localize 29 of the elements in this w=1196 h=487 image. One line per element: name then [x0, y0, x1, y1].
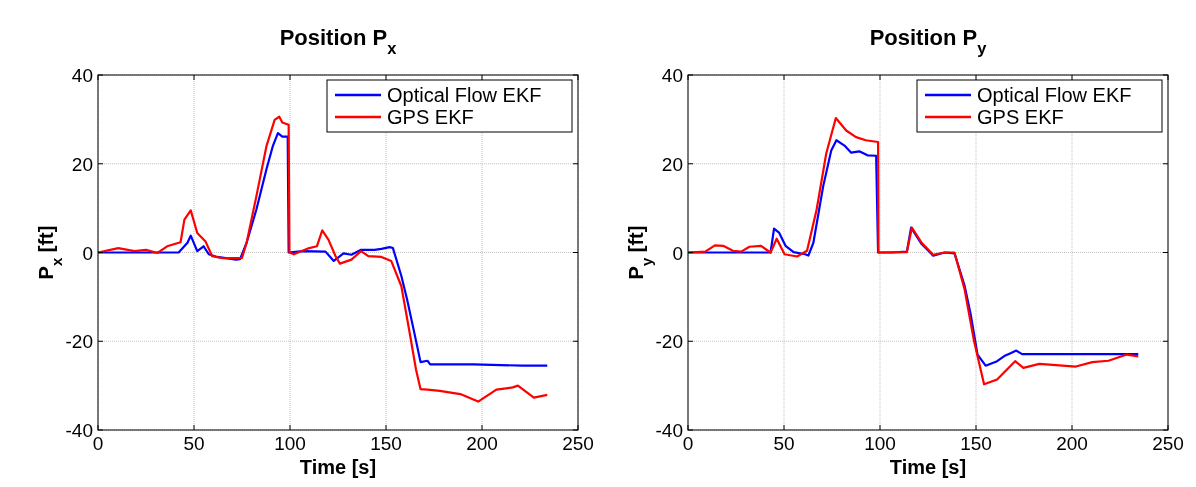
x-tick-label: 250 [562, 433, 594, 454]
x-tick-label: 150 [370, 433, 402, 454]
x-axis-title: Time [s] [299, 456, 377, 478]
legend-label: GPS EKF [977, 106, 1064, 128]
x-tick-label: 100 [274, 433, 306, 454]
line-series [96, 132, 549, 367]
y-tick-label: 0 [82, 242, 93, 264]
y-tick-label: 40 [71, 65, 93, 86]
y-tick-label: -40 [655, 420, 683, 441]
legend-label: Optical Flow EKF [977, 84, 1132, 106]
chart-title: Position P$_{x}$ [279, 25, 398, 57]
x-axis-title: Time [s] [889, 456, 967, 478]
y-tick-label: -20 [65, 331, 93, 353]
legend-label: GPS EKF [387, 106, 474, 128]
x-tick-label: 200 [1056, 433, 1088, 454]
y-tick-label: 0 [672, 242, 683, 264]
x-tick-label: 150 [960, 433, 992, 454]
x-tick-label: 50 [183, 433, 205, 454]
chart-title: Position P$_{y}$ [869, 25, 988, 57]
y-tick-label: -20 [655, 331, 683, 353]
y-tick-label: 40 [661, 65, 683, 86]
x-tick-label: 250 [1152, 433, 1184, 454]
y-tick-label: 20 [661, 153, 683, 175]
y-tick-label: -40 [65, 420, 93, 441]
x-tick-label: 200 [466, 433, 498, 454]
y-tick-label: 20 [71, 153, 93, 175]
x-tick-label: 50 [773, 433, 795, 454]
legend-label: Optical Flow EKF [387, 84, 542, 106]
x-tick-label: 100 [864, 433, 896, 454]
